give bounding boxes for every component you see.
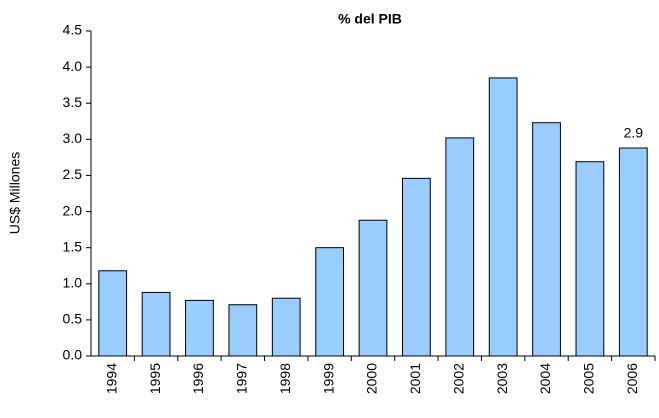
bar — [575, 161, 605, 357]
y-tick-label: 1.0 — [63, 274, 83, 290]
y-axis-label: US$ Millones — [7, 152, 23, 234]
bar — [315, 247, 344, 357]
bar — [358, 219, 388, 357]
x-tick-label: 2006 — [624, 363, 640, 394]
y-tick-label: 3.0 — [63, 130, 83, 146]
bar — [402, 177, 431, 357]
x-tick-label: 2004 — [537, 363, 553, 394]
x-tick-label: 2002 — [450, 363, 466, 394]
x-tick-label: 1994 — [103, 363, 119, 394]
bar — [228, 304, 258, 357]
bar — [185, 299, 214, 357]
x-tick-label: 1999 — [320, 363, 336, 394]
y-tick-label: 2.5 — [63, 166, 83, 182]
y-tick-label: 1.5 — [63, 238, 83, 254]
x-tick-label: 2001 — [407, 363, 423, 394]
x-tick-label: 2003 — [494, 363, 510, 394]
x-tick-label: 1996 — [190, 363, 206, 394]
x-tick-label: 1995 — [147, 363, 163, 394]
chart-title: % del PIB — [338, 11, 402, 27]
bar — [618, 147, 648, 357]
y-tick-label: 4.5 — [63, 22, 83, 38]
y-tick-label: 0.5 — [63, 311, 83, 327]
value-label: 2.9 — [624, 125, 644, 141]
y-tick-label: 4.0 — [63, 58, 83, 74]
x-tick-label: 1997 — [234, 363, 250, 394]
x-tick-label: 2000 — [364, 363, 380, 394]
x-tick-label: 1998 — [277, 363, 293, 394]
bar — [532, 122, 561, 357]
x-tick-label: 2005 — [581, 363, 597, 394]
y-tick-label: 3.5 — [63, 94, 83, 110]
bar — [141, 291, 171, 357]
y-tick-label: 2.0 — [63, 202, 83, 218]
y-tick-label: 0.0 — [63, 347, 83, 363]
bar — [488, 77, 518, 357]
bar — [271, 297, 301, 357]
bar — [445, 137, 475, 357]
bar — [98, 270, 128, 357]
